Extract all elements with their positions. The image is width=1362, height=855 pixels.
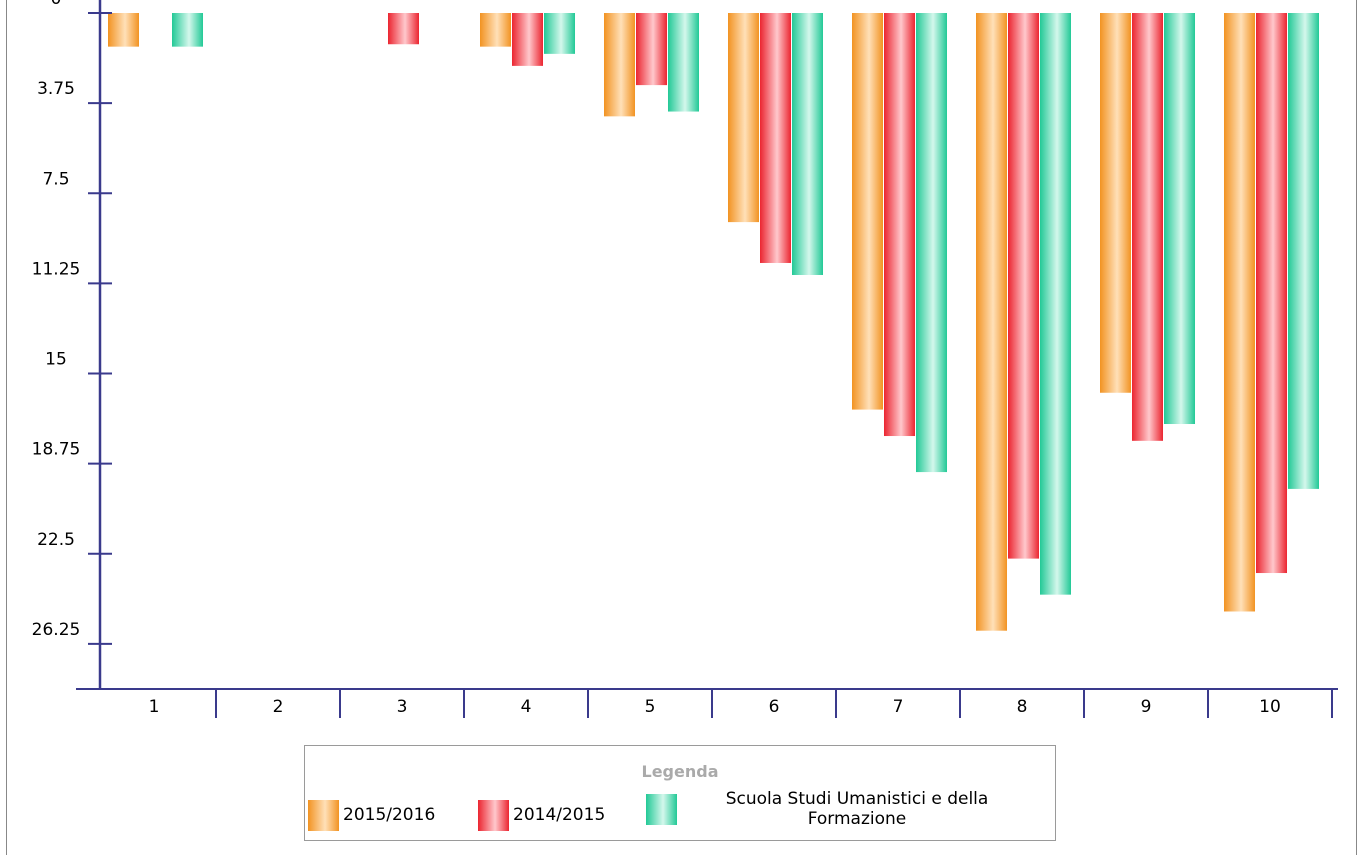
bar-1-cat-9 <box>1100 13 1131 393</box>
bar-2-cat-9 <box>1132 13 1163 441</box>
x-tick-label-5: 5 <box>645 697 656 717</box>
x-tick-label-7: 7 <box>893 697 904 717</box>
bar-3-cat-4 <box>544 13 575 54</box>
bar-1-cat-10 <box>1224 13 1255 612</box>
bar-3-cat-10 <box>1288 13 1319 489</box>
legend-label-2014-2015: 2014/2015 <box>513 805 606 825</box>
legend-entry-2015-2016: 2015/2016 <box>308 798 435 832</box>
x-tick-label-9: 9 <box>1141 697 1152 717</box>
y-tick-label-22.5: 22.5 <box>37 530 75 550</box>
legend-title: Legenda <box>641 762 719 781</box>
bar-2-cat-10 <box>1256 13 1287 574</box>
y-tick-label-3.75: 3.75 <box>37 79 75 99</box>
x-tick-label-2: 2 <box>273 697 284 717</box>
bar-3-cat-8 <box>1040 13 1071 595</box>
bar-1-cat-4 <box>480 13 511 47</box>
x-tick-label-1: 1 <box>149 697 160 717</box>
y-tick-label-0: 0 <box>51 0 62 9</box>
legend-swatch-scuola <box>646 793 677 825</box>
bar-2-cat-8 <box>1008 13 1039 559</box>
bar-3-cat-1 <box>172 13 203 47</box>
bar-2-cat-3 <box>388 13 419 45</box>
y-tick-label-26.25: 26.25 <box>32 620 81 640</box>
bar-3-cat-7 <box>916 13 947 473</box>
legend-entry-scuola: Scuola Studi Umanistici e della Formazio… <box>646 789 1037 829</box>
bar-2-cat-4 <box>512 13 543 66</box>
bar-1-cat-6 <box>728 13 759 223</box>
bar-2-cat-5 <box>636 13 667 86</box>
legend-swatch-2014-2015 <box>478 799 509 831</box>
bar-2-cat-7 <box>884 13 915 437</box>
bar-1-cat-8 <box>976 13 1007 631</box>
x-tick-label-6: 6 <box>769 697 780 717</box>
y-tick-label-7.5: 7.5 <box>42 169 69 189</box>
y-tick-label-18.75: 18.75 <box>32 440 81 460</box>
bar-3-cat-5 <box>668 13 699 112</box>
bar-3-cat-6 <box>792 13 823 275</box>
bar-1-cat-1 <box>108 13 139 47</box>
legend-entry-2014-2015: 2014/2015 <box>478 798 605 832</box>
bar-3-cat-9 <box>1164 13 1195 425</box>
x-tick-label-10: 10 <box>1259 697 1281 717</box>
x-tick-label-4: 4 <box>521 697 532 717</box>
x-tick-label-3: 3 <box>397 697 408 717</box>
y-tick-label-15: 15 <box>45 350 67 370</box>
y-tick-label-11.25: 11.25 <box>32 259 81 279</box>
x-tick-label-8: 8 <box>1017 697 1028 717</box>
bar-1-cat-7 <box>852 13 883 410</box>
legend-label-scuola: Scuola Studi Umanistici e della Formazio… <box>725 789 989 829</box>
axes-layer: 0 3.75 7.5 11.25 15 18.75 22.5 26.25 1 2 3 4 5 6 7 8 9 10 <box>32 0 1338 718</box>
bars-layer <box>108 13 1319 631</box>
bar-1-cat-5 <box>604 13 635 117</box>
legend: Legenda 2015/2016 2014/2015 Scuola Studi… <box>304 745 1056 841</box>
bar-2-cat-6 <box>760 13 791 263</box>
legend-label-2015-2016: 2015/2016 <box>343 805 436 825</box>
legend-swatch-2015-2016 <box>308 799 339 831</box>
